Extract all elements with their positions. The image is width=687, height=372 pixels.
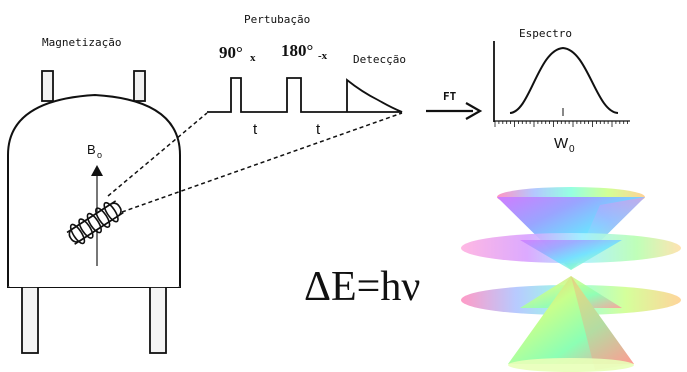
- rf-coil-icon: [66, 200, 124, 245]
- magnet-top-post-right: [133, 70, 146, 102]
- pulse-baseline: [207, 77, 347, 113]
- ft-label: FT: [443, 90, 457, 103]
- pulse1-phase: x: [250, 52, 256, 64]
- detection-title: Detecção: [353, 53, 406, 66]
- pulse2-phase: -x: [318, 50, 328, 62]
- ft-arrow: FT: [426, 90, 483, 120]
- fid-signal: [346, 78, 403, 113]
- b0-subscript: o: [97, 150, 102, 160]
- pulse1-label: 90° x: [219, 43, 256, 64]
- pulse-sequence: [207, 77, 403, 113]
- spectrum-plot: W 0: [493, 41, 630, 155]
- delay2-label: t: [316, 121, 321, 138]
- w0-label: W: [554, 135, 569, 152]
- spectrum-ticks: [494, 121, 628, 127]
- b0-label: B: [87, 142, 96, 157]
- pulse2-label: 180° -x: [281, 41, 328, 62]
- zoom-lines: [107, 112, 403, 213]
- pulse1-angle: 90°: [219, 43, 243, 62]
- magnet-leg-right: [149, 286, 167, 354]
- delay1-label: t: [253, 121, 258, 138]
- nmr-magnet-icon: [7, 70, 181, 354]
- magnet-top-post-left: [41, 70, 54, 102]
- energy-equation: ΔE=hν: [304, 264, 420, 310]
- perturbation-title: Pertubação: [244, 13, 310, 26]
- energy-cone-icon: [461, 187, 681, 372]
- spectrum-title: Espectro: [519, 27, 572, 40]
- spectrum-peak: [509, 46, 619, 114]
- pulse2-angle: 180°: [281, 41, 313, 60]
- magnetization-title: Magnetização: [42, 36, 121, 49]
- w0-subscript: 0: [569, 144, 575, 155]
- magnet-leg-left: [21, 286, 39, 354]
- magnet-body: [7, 93, 181, 288]
- magnet-bore: [8, 263, 180, 287]
